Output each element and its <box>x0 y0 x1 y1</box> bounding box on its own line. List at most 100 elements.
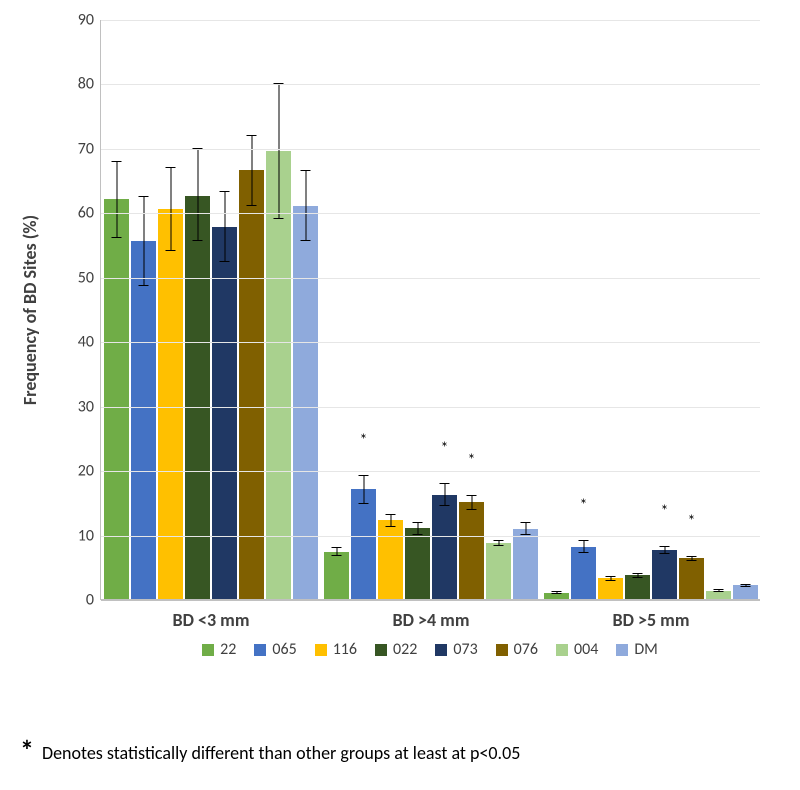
significance-marker: * <box>661 502 669 521</box>
gridline <box>101 600 760 601</box>
y-tick-label: 90 <box>70 11 94 30</box>
legend-label: 004 <box>574 640 598 659</box>
bar: * <box>459 502 484 599</box>
bar-group: BD <3 mm <box>104 20 318 599</box>
significance-marker: * <box>688 512 696 531</box>
bar: * <box>571 547 596 599</box>
error-bar <box>251 135 252 206</box>
gridline <box>101 471 760 472</box>
y-tick-label: 40 <box>70 333 94 352</box>
error-bar <box>718 589 719 592</box>
legend: 22 065 116 022 073 076 004 DM <box>100 640 760 659</box>
bar <box>158 209 183 599</box>
bar <box>513 529 538 599</box>
error-bar <box>224 191 225 262</box>
category-label: BD <3 mm <box>104 599 318 631</box>
bar <box>104 199 129 599</box>
error-bar <box>610 576 611 581</box>
gridline <box>101 149 760 150</box>
y-tick-label: 30 <box>70 397 94 416</box>
error-bar <box>637 573 638 578</box>
error-bar <box>745 584 746 587</box>
bar <box>598 578 623 599</box>
gridline <box>101 278 760 279</box>
gridline <box>101 342 760 343</box>
error-bar <box>336 547 337 556</box>
bar <box>706 591 731 599</box>
error-bar <box>556 591 557 594</box>
legend-swatch <box>375 644 387 656</box>
chart: Frequency of BD Sites (%) BD <3 mm***BD … <box>30 10 770 690</box>
page: Frequency of BD Sites (%) BD <3 mm***BD … <box>0 0 800 790</box>
footnote: * Denotes statistically different than o… <box>20 737 520 772</box>
legend-swatch <box>616 644 628 656</box>
significance-marker: * <box>468 451 476 470</box>
bar <box>405 528 430 599</box>
legend-item: 073 <box>435 640 477 659</box>
error-bar <box>390 514 391 527</box>
legend-label: DM <box>634 640 658 659</box>
bar <box>185 196 210 599</box>
legend-label: 116 <box>333 640 357 659</box>
y-tick-label: 10 <box>70 526 94 545</box>
legend-swatch <box>315 644 327 656</box>
bar <box>378 520 403 599</box>
bar <box>212 227 237 599</box>
bar <box>293 206 318 599</box>
y-tick-label: 80 <box>70 75 94 94</box>
error-bar <box>363 475 364 503</box>
bar-group: ***BD >5 mm <box>544 20 758 599</box>
legend-label: 065 <box>272 640 296 659</box>
legend-swatch <box>202 644 214 656</box>
legend-item: 116 <box>315 640 357 659</box>
gridline <box>101 84 760 85</box>
error-bar <box>691 556 692 561</box>
legend-swatch <box>496 644 508 656</box>
legend-item: DM <box>616 640 658 659</box>
bar: * <box>432 495 457 599</box>
error-bar <box>143 196 144 286</box>
legend-item: 022 <box>375 640 417 659</box>
legend-item: 065 <box>254 640 296 659</box>
bar: * <box>351 489 376 599</box>
bar <box>625 575 650 599</box>
y-tick-label: 50 <box>70 268 94 287</box>
legend-item: 22 <box>202 640 236 659</box>
significance-marker: * <box>360 431 368 450</box>
error-bar <box>664 546 665 554</box>
category-label: BD >4 mm <box>324 599 538 631</box>
y-tick-label: 20 <box>70 462 94 481</box>
footnote-text: Denotes statistically different than oth… <box>42 742 520 764</box>
legend-label: 022 <box>393 640 417 659</box>
gridline <box>101 20 760 21</box>
legend-swatch <box>435 644 447 656</box>
significance-marker: * <box>441 439 449 458</box>
bar-groups: BD <3 mm***BD >4 mm***BD >5 mm <box>101 20 760 599</box>
error-bar <box>305 170 306 241</box>
y-axis-title: Frequency of BD Sites (%) <box>19 215 41 405</box>
error-bar <box>417 522 418 535</box>
legend-swatch <box>254 644 266 656</box>
error-bar <box>583 540 584 553</box>
error-bar <box>444 483 445 506</box>
gridline <box>101 407 760 408</box>
gridline <box>101 536 760 537</box>
plot-area: BD <3 mm***BD >4 mm***BD >5 mm <box>100 20 760 600</box>
legend-item: 076 <box>496 640 538 659</box>
y-tick-label: 60 <box>70 204 94 223</box>
category-label: BD >5 mm <box>544 599 758 631</box>
legend-label: 073 <box>453 640 477 659</box>
bar: * <box>652 550 677 599</box>
error-bar <box>525 522 526 535</box>
error-bar <box>278 83 279 218</box>
legend-item: 004 <box>556 640 598 659</box>
bar <box>266 151 291 599</box>
y-tick-label: 70 <box>70 139 94 158</box>
significance-marker: * <box>580 496 588 515</box>
legend-label: 22 <box>220 640 236 659</box>
bar <box>733 585 758 599</box>
bar: * <box>679 558 704 599</box>
y-tick-label: 0 <box>70 591 94 610</box>
gridline <box>101 213 760 214</box>
bar-group: ***BD >4 mm <box>324 20 538 599</box>
